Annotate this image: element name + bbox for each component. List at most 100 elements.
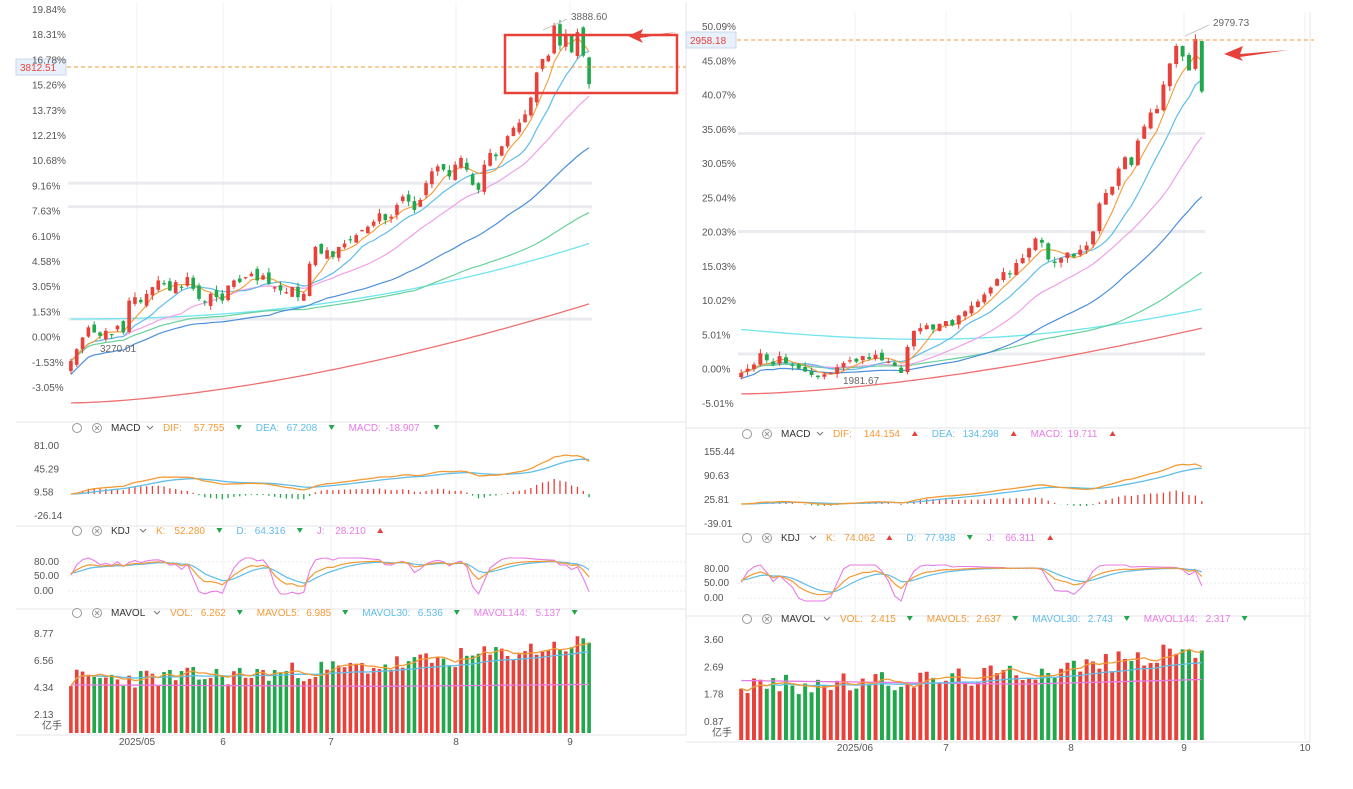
volume-bar xyxy=(173,680,178,733)
triangle-icon xyxy=(1109,431,1116,436)
volume-bar xyxy=(587,642,591,733)
close-circle-icon[interactable] xyxy=(92,423,102,433)
gear-icon[interactable] xyxy=(72,423,82,433)
kdj-item-value: 66.311 xyxy=(1005,533,1035,544)
triangle-icon xyxy=(328,425,335,430)
close-circle-icon[interactable] xyxy=(762,533,772,543)
volume-bar xyxy=(1193,657,1198,740)
candle xyxy=(809,371,814,375)
triangle-icon xyxy=(906,616,913,621)
kdj-y-tick: 0.00 xyxy=(34,586,54,597)
x-tick-label: 9 xyxy=(567,737,573,748)
volume-bar xyxy=(918,672,923,740)
volume-bar xyxy=(822,685,827,740)
volume-bar xyxy=(1148,663,1153,740)
chevron-down-icon[interactable] xyxy=(139,528,147,533)
kdj-y-tick: 50.00 xyxy=(34,571,59,582)
macd-item-label: DIF: xyxy=(163,423,182,434)
close-circle-icon[interactable] xyxy=(92,526,102,536)
gear-icon[interactable] xyxy=(72,608,82,618)
volume-bar xyxy=(1071,660,1076,740)
macd-y-tick: -39.01 xyxy=(704,519,733,530)
volume-bar xyxy=(127,675,131,733)
candle xyxy=(931,324,936,330)
volume-bar xyxy=(290,662,294,733)
candle xyxy=(534,72,539,103)
volume-bar xyxy=(226,684,230,733)
gear-icon[interactable] xyxy=(742,429,752,439)
close-circle-icon[interactable] xyxy=(762,614,772,624)
y-tick-label: 18.31% xyxy=(32,30,66,41)
x-tick-label: 2025/06 xyxy=(837,743,874,754)
gear-icon[interactable] xyxy=(72,526,82,536)
y-tick-label: 15.03% xyxy=(702,262,736,273)
volume-bar xyxy=(261,670,265,733)
gear-icon[interactable] xyxy=(742,614,752,624)
gear-icon[interactable] xyxy=(742,533,752,543)
volume-bar xyxy=(162,672,166,733)
kdj-indicator-name[interactable]: KDJ xyxy=(111,526,130,537)
chevron-down-icon[interactable] xyxy=(146,425,154,430)
macd-indicator-name[interactable]: MACD xyxy=(111,423,140,434)
candle xyxy=(796,364,801,369)
chevron-down-icon[interactable] xyxy=(809,535,817,540)
volume-bar xyxy=(569,647,574,733)
macd-indicator-name[interactable]: MACD xyxy=(781,429,810,440)
candle xyxy=(261,275,265,280)
kdj-y-tick: 80.00 xyxy=(704,564,729,575)
candle xyxy=(758,353,763,365)
volume-bar xyxy=(523,651,527,733)
candle xyxy=(1129,157,1134,165)
candle xyxy=(1027,248,1032,258)
candle xyxy=(69,360,73,372)
triangle-icon xyxy=(1010,431,1017,436)
candle xyxy=(371,221,376,226)
ma250-line xyxy=(70,303,590,404)
candle xyxy=(441,164,446,170)
mavol-y-tick: 8.77 xyxy=(34,629,54,640)
ma30-line xyxy=(741,196,1203,380)
mavol-indicator-name[interactable]: MAVOL xyxy=(111,608,146,619)
volume-bar xyxy=(348,662,353,733)
macd-item-value: 57.755 xyxy=(194,423,225,434)
chevron-down-icon[interactable] xyxy=(153,610,161,615)
volume-bar xyxy=(92,676,97,733)
ma5-line xyxy=(741,54,1203,375)
volume-bar xyxy=(745,692,750,740)
candle xyxy=(879,352,884,361)
candle xyxy=(911,330,916,347)
chevron-down-icon[interactable] xyxy=(823,616,831,621)
mavol-indicator-name[interactable]: MAVOL xyxy=(781,614,816,625)
volume-bar xyxy=(1052,677,1057,740)
chevron-down-icon[interactable] xyxy=(816,431,824,436)
candle xyxy=(383,214,388,221)
volume-bar xyxy=(441,658,446,733)
volume-bar xyxy=(1161,644,1166,740)
volume-bar xyxy=(447,665,452,733)
macd-y-tick: 90.63 xyxy=(704,471,729,482)
low-price-label: 3270.01 xyxy=(100,344,137,355)
mavol-item-label: VOL: xyxy=(170,608,193,619)
triangle-icon xyxy=(911,431,918,436)
macd-item-label: DIF: xyxy=(833,429,852,440)
candle xyxy=(255,268,260,281)
y-tick-label: 20.03% xyxy=(702,228,736,239)
volume-bar xyxy=(80,671,85,733)
close-circle-icon[interactable] xyxy=(762,429,772,439)
volume-bar xyxy=(1103,654,1108,740)
x-tick-label: 7 xyxy=(943,743,949,754)
candle xyxy=(214,290,219,298)
close-circle-icon[interactable] xyxy=(92,608,102,618)
candle xyxy=(529,97,533,116)
triangle-icon xyxy=(453,610,460,615)
volume-bar xyxy=(828,689,833,740)
mavol-item-value: 6.985 xyxy=(306,608,331,619)
candle xyxy=(400,196,405,202)
triangle-icon xyxy=(1012,616,1019,621)
arrow-annotation-icon xyxy=(1224,46,1288,61)
candle xyxy=(389,216,393,219)
mavol-item-value: 6.536 xyxy=(418,608,443,619)
kdj-indicator-name[interactable]: KDJ xyxy=(781,533,800,544)
candle xyxy=(924,325,929,330)
